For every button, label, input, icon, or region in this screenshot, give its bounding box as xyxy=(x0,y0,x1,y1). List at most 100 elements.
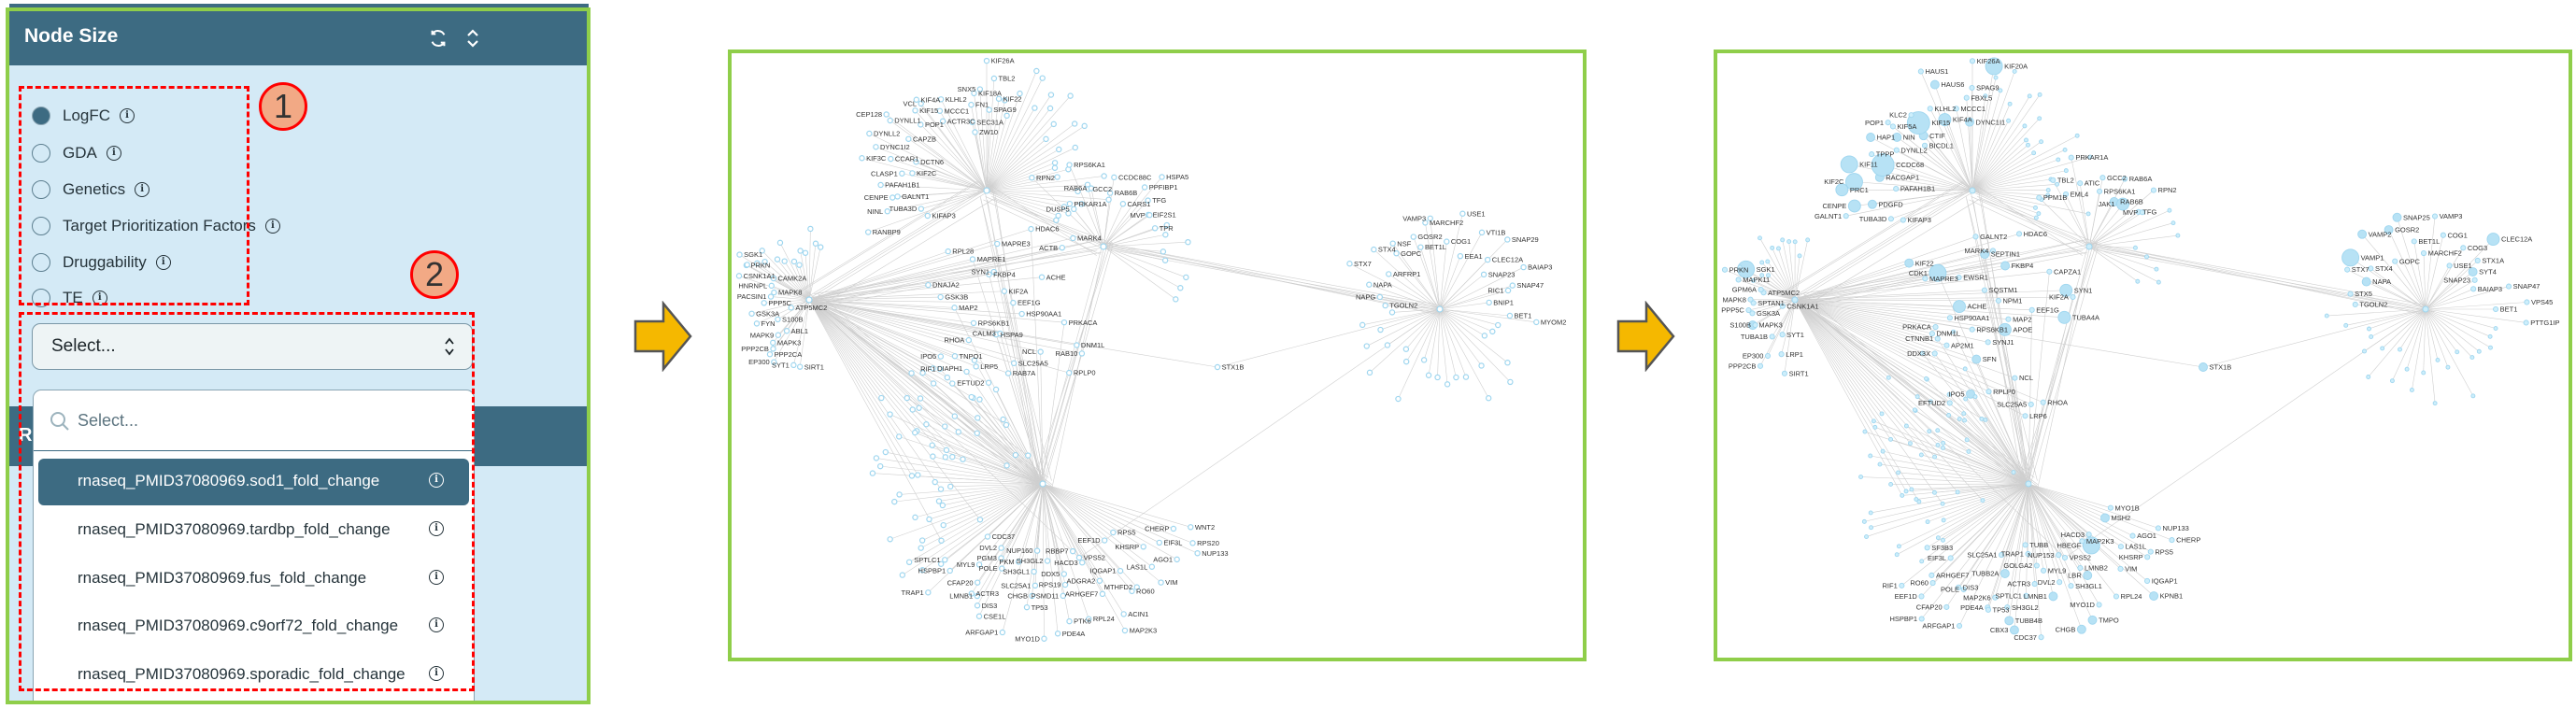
node-stx4[interactable] xyxy=(1371,246,1377,253)
graph-node[interactable] xyxy=(1032,105,1038,111)
node-kpnb1[interactable] xyxy=(2149,591,2159,602)
node-eea1[interactable] xyxy=(1457,252,1464,260)
node-ipo5[interactable] xyxy=(937,353,945,360)
graph-node[interactable] xyxy=(1896,544,1901,549)
node-ptk6[interactable] xyxy=(1066,617,1073,625)
dropdown-search-input[interactable]: Select... xyxy=(34,390,474,451)
graph-node[interactable] xyxy=(909,406,916,413)
radio-option-te[interactable]: TE i xyxy=(32,284,107,312)
node-s100b[interactable] xyxy=(775,316,781,323)
node-ctnnb1[interactable] xyxy=(1934,335,1941,342)
node-eef1g[interactable] xyxy=(2028,306,2035,313)
graph-node[interactable] xyxy=(1078,201,1085,207)
node-apoe[interactable] xyxy=(1998,322,2012,336)
graph-node[interactable] xyxy=(1932,454,1938,460)
graph-node[interactable] xyxy=(805,296,813,304)
graph-node[interactable] xyxy=(807,225,814,233)
node-myl9[interactable] xyxy=(975,561,983,568)
graph-node[interactable] xyxy=(1919,559,1925,564)
radio-option-druggability[interactable]: Druggability i xyxy=(32,248,171,277)
node-kifap3[interactable] xyxy=(1900,217,1906,223)
graph-node[interactable] xyxy=(1065,210,1072,217)
node-kif20a[interactable] xyxy=(1985,57,2003,76)
node-golga2[interactable] xyxy=(2033,562,2040,569)
graph-node[interactable] xyxy=(1983,93,1988,99)
node-cenpe[interactable] xyxy=(1847,199,1861,213)
node-rplp0[interactable] xyxy=(1985,389,1992,395)
graph-node[interactable] xyxy=(2404,366,2410,372)
graph-node[interactable] xyxy=(1880,448,1886,454)
info-icon[interactable]: i xyxy=(135,182,150,197)
node-ppp5c[interactable] xyxy=(1745,307,1752,314)
graph-node[interactable] xyxy=(1888,436,1893,442)
graph-node[interactable] xyxy=(1047,92,1055,98)
node-lmnb2[interactable] xyxy=(2077,564,2084,572)
graph-node[interactable] xyxy=(1072,144,1078,151)
graph-node[interactable] xyxy=(2087,154,2093,160)
graph-node[interactable] xyxy=(912,514,918,521)
graph-node[interactable] xyxy=(1012,451,1019,459)
node-map2[interactable] xyxy=(2005,316,2012,322)
node-rab6b[interactable] xyxy=(1106,190,1114,196)
graph-node[interactable] xyxy=(976,517,984,523)
node-ccar1[interactable] xyxy=(888,155,894,163)
graph-node[interactable] xyxy=(1886,375,1891,380)
node-iqgap1[interactable] xyxy=(2144,577,2151,584)
node-tgoln2[interactable] xyxy=(1382,302,1388,309)
node-cdc37[interactable] xyxy=(984,533,991,540)
node-pde4a[interactable] xyxy=(1054,631,1061,637)
node-rhoa[interactable] xyxy=(2040,399,2046,405)
node-cars1[interactable] xyxy=(1119,201,1127,207)
node-ninl[interactable] xyxy=(884,207,890,215)
node-ewsr1[interactable] xyxy=(1956,274,1962,281)
graph-node[interactable] xyxy=(1770,245,1775,250)
node-syt4[interactable] xyxy=(2468,267,2478,277)
node-capza1[interactable] xyxy=(2046,268,2053,275)
graph-node[interactable] xyxy=(2167,207,2172,213)
graph-node[interactable] xyxy=(1481,333,1488,339)
graph-node[interactable] xyxy=(2074,133,2080,138)
node-mapre3[interactable] xyxy=(994,240,1001,248)
node-adgra2[interactable] xyxy=(1096,577,1103,584)
graph-node[interactable] xyxy=(1101,173,1107,179)
graph-node[interactable] xyxy=(1980,498,1985,503)
graph-node[interactable] xyxy=(1489,328,1496,335)
graph-node[interactable] xyxy=(774,256,781,262)
node-ipo5[interactable] xyxy=(1966,389,1975,399)
graph-node[interactable] xyxy=(905,559,913,566)
graph-node[interactable] xyxy=(1363,343,1370,349)
node-sh3gl1[interactable] xyxy=(2068,583,2074,589)
node-hsp90aa1[interactable] xyxy=(1946,315,1953,321)
info-icon[interactable]: i xyxy=(429,521,444,536)
node-syn1[interactable] xyxy=(990,268,997,276)
graph-node[interactable] xyxy=(904,394,910,402)
node-cog3[interactable] xyxy=(2460,245,2467,251)
node-prkar1a[interactable] xyxy=(1066,200,1074,207)
node-use1[interactable] xyxy=(1459,210,1466,217)
node-vti1b[interactable] xyxy=(1478,229,1486,236)
node-mapre1[interactable] xyxy=(969,256,976,262)
node-ranbp9[interactable] xyxy=(864,229,872,235)
network-graph-after[interactable]: STX1B VPS52 KIFAP3 TUBA3D PDGFD GALNT1 CENPE PA… xyxy=(1714,50,2572,661)
graph-node[interactable] xyxy=(1946,391,1952,397)
graph-node[interactable] xyxy=(918,545,924,551)
graph-node[interactable] xyxy=(930,380,937,387)
node-diaph1[interactable] xyxy=(930,365,936,372)
node-pole[interactable] xyxy=(1960,586,1967,593)
info-icon[interactable]: i xyxy=(155,255,171,270)
graph-node[interactable] xyxy=(1359,321,1366,329)
graph-node[interactable] xyxy=(1877,461,1883,467)
node-dynll2[interactable] xyxy=(866,130,873,137)
node-capzb[interactable] xyxy=(905,135,912,142)
graph-node[interactable] xyxy=(1909,487,1914,492)
node-napa[interactable] xyxy=(2361,277,2371,287)
node-hdac6[interactable] xyxy=(1028,225,1034,233)
node-kif26a[interactable] xyxy=(983,57,990,64)
node-snap47[interactable] xyxy=(2506,283,2512,290)
node-dusp5[interactable] xyxy=(1071,206,1077,213)
graph-node[interactable] xyxy=(1797,253,1802,259)
graph-node[interactable] xyxy=(1932,489,1937,495)
node-ddx5[interactable] xyxy=(1060,571,1068,577)
graph-node[interactable] xyxy=(2036,211,2042,217)
graph-node[interactable] xyxy=(2445,364,2451,370)
